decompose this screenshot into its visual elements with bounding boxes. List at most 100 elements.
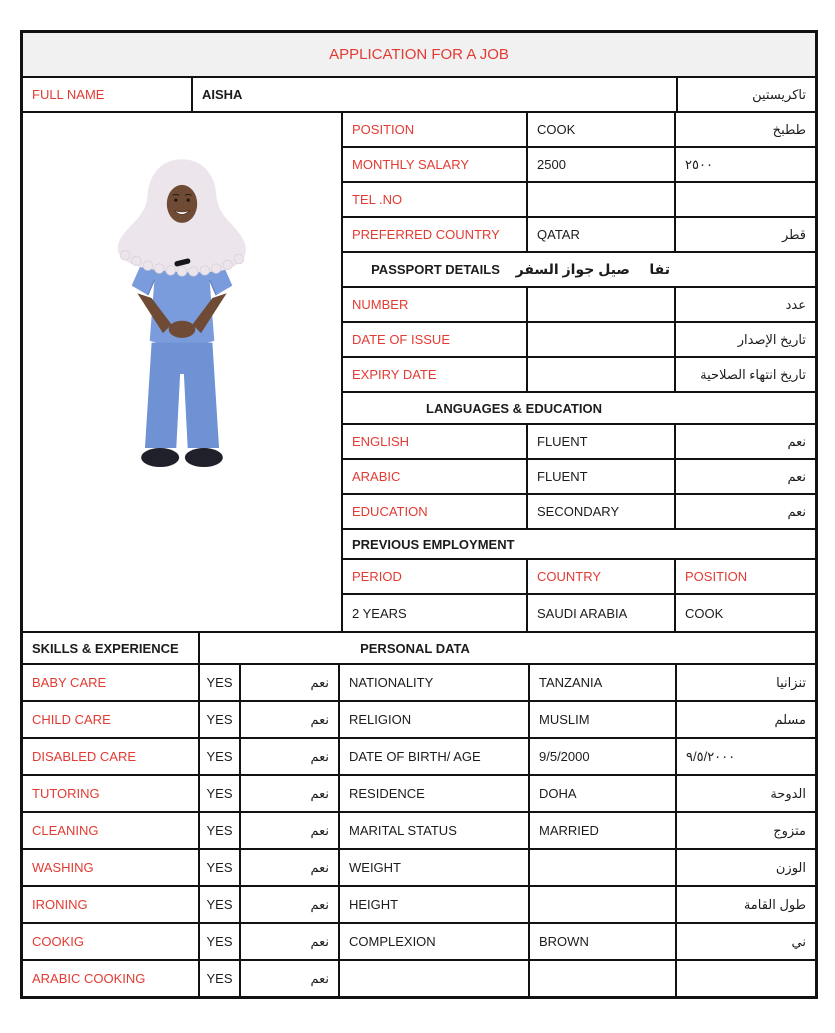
- personal-value: MARRIED: [530, 813, 677, 848]
- english-row: ENGLISH FLUENT نعم: [343, 425, 815, 460]
- skill-yes: YES: [200, 739, 241, 774]
- education-arabic: نعم: [787, 503, 806, 519]
- skill-yes: YES: [200, 961, 241, 996]
- education-value: SECONDARY: [528, 495, 676, 528]
- country-row: PREFERRED COUNTRY QATAR قطر: [343, 218, 815, 253]
- country-value: SAUDI ARABIA: [528, 595, 676, 631]
- skill-yes-arabic: نعم: [241, 776, 340, 811]
- personal-arabic: الدوحة: [770, 785, 806, 801]
- skill-yes: YES: [200, 665, 241, 700]
- education-row: EDUCATION SECONDARY نعم: [343, 495, 815, 530]
- tel-row: TEL .NO: [343, 183, 815, 218]
- personal-label: [340, 961, 530, 996]
- skill-yes: YES: [200, 813, 241, 848]
- position-column-header: POSITION: [685, 569, 748, 584]
- arabic-row: ARABIC FLUENT نعم: [343, 460, 815, 495]
- previous-employment-header: PREVIOUS EMPLOYMENT: [343, 530, 815, 560]
- date-of-issue-label: DATE OF ISSUE: [343, 323, 528, 356]
- passport-number-row: NUMBER عدد: [343, 288, 815, 323]
- expiry-date-label: EXPIRY DATE: [343, 358, 528, 391]
- expiry-date-value: [528, 358, 676, 391]
- personal-value: MUSLIM: [530, 702, 677, 737]
- skill-yes: YES: [200, 702, 241, 737]
- middle-section: POSITION COOK ططبخ MONTHLY SALARY 2500 ٢…: [23, 113, 815, 633]
- personal-arabic: الوزن: [775, 859, 806, 875]
- table-row: BABY CARE YES نعم NATIONALITY TANZANIA ت…: [23, 665, 815, 702]
- personal-data-header-cell: PERSONAL DATA: [200, 633, 815, 663]
- personal-value: 9/5/2000: [530, 739, 677, 774]
- personal-value: TANZANIA: [530, 665, 677, 700]
- photo-cell: [23, 113, 343, 631]
- employment-values-row: 2 YEARS SAUDI ARABIA COOK: [343, 595, 815, 631]
- period-value: 2 YEARS: [343, 595, 528, 631]
- country-value: QATAR: [528, 218, 676, 251]
- personal-data-title: PERSONAL DATA: [360, 640, 470, 656]
- skill-yes-arabic: نعم: [241, 665, 340, 700]
- passport-details-header: PASSPORT DETAILS تفا صيل جواز السفر: [343, 253, 815, 288]
- table-row: COOKIG YES نعم COMPLEXION BROWN ني: [23, 924, 815, 961]
- english-arabic: نعم: [787, 433, 806, 449]
- table-row: WASHING YES نعم WEIGHT الوزن: [23, 850, 815, 887]
- position-label: POSITION: [343, 113, 528, 146]
- salary-label: MONTHLY SALARY: [343, 148, 528, 181]
- skill-yes-arabic: نعم: [241, 961, 340, 996]
- personal-value: [530, 887, 677, 922]
- personal-label: COMPLEXION: [340, 924, 530, 959]
- salary-row: MONTHLY SALARY 2500 ٢٥٠٠: [343, 148, 815, 183]
- personal-value: [530, 850, 677, 885]
- position-arabic: ططبخ: [772, 121, 806, 137]
- languages-education-header: LANGUAGES & EDUCATION: [343, 393, 815, 425]
- personal-value: [530, 961, 677, 996]
- full-name-row: FULL NAME AISHA تاكريستين: [23, 78, 815, 113]
- passport-number-value: [528, 288, 676, 321]
- skill-label: COOKIG: [23, 924, 200, 959]
- arabic-label: ARABIC: [343, 460, 528, 493]
- tel-value: [528, 183, 676, 216]
- personal-label: HEIGHT: [340, 887, 530, 922]
- personal-arabic: مسلم: [774, 711, 806, 727]
- full-name-arabic: تاكريستين: [752, 86, 806, 102]
- country-arabic: قطر: [781, 226, 806, 242]
- table-row: CHILD CARE YES نعم RELIGION MUSLIM مسلم: [23, 702, 815, 739]
- personal-label: DATE OF BIRTH/ AGE: [340, 739, 530, 774]
- table-row: CLEANING YES نعم MARITAL STATUS MARRIED …: [23, 813, 815, 850]
- position-row: POSITION COOK ططبخ: [343, 113, 815, 148]
- form-title: APPLICATION FOR A JOB: [23, 33, 815, 78]
- table-row: TUTORING YES نعم RESIDENCE DOHA الدوحة: [23, 776, 815, 813]
- skill-yes: YES: [200, 776, 241, 811]
- position-value: COOK: [528, 113, 676, 146]
- languages-education-title: LANGUAGES & EDUCATION: [426, 400, 602, 416]
- expiry-date-row: EXPIRY DATE تاريخ انتهاء الصلاحية: [343, 358, 815, 393]
- skill-yes: YES: [200, 924, 241, 959]
- skill-yes-arabic: نعم: [241, 924, 340, 959]
- date-of-issue-row: DATE OF ISSUE تاريخ الإصدار: [343, 323, 815, 358]
- full-name-label: FULL NAME: [23, 78, 193, 111]
- personal-value: DOHA: [530, 776, 677, 811]
- skill-yes: YES: [200, 887, 241, 922]
- skill-yes-arabic: نعم: [241, 813, 340, 848]
- skills-personal-header-row: SKILLS & EXPERIENCE PERSONAL DATA: [23, 633, 815, 665]
- table-row: DISABLED CARE YES نعم DATE OF BIRTH/ AGE…: [23, 739, 815, 776]
- employment-columns-row: PERIOD COUNTRY POSITION: [343, 560, 815, 595]
- skill-yes-arabic: نعم: [241, 850, 340, 885]
- skill-label: CLEANING: [23, 813, 200, 848]
- education-label: EDUCATION: [343, 495, 528, 528]
- skill-label: DISABLED CARE: [23, 739, 200, 774]
- position-value: COOK: [685, 605, 724, 621]
- table-row: ARABIC COOKING YES نعم: [23, 961, 815, 996]
- application-form: APPLICATION FOR A JOB FULL NAME AISHA تا…: [20, 30, 818, 999]
- skill-label: ARABIC COOKING: [23, 961, 200, 996]
- full-name-value: AISHA: [193, 78, 678, 111]
- personal-arabic: [677, 961, 815, 996]
- skill-label: TUTORING: [23, 776, 200, 811]
- passport-details-title-ar: تفا صيل جواز السفر: [515, 261, 670, 277]
- personal-arabic: طول القامة: [743, 896, 806, 912]
- english-label: ENGLISH: [343, 425, 528, 458]
- skill-yes-arabic: نعم: [241, 739, 340, 774]
- personal-label: RESIDENCE: [340, 776, 530, 811]
- expiry-date-arabic: تاريخ انتهاء الصلاحية: [700, 366, 806, 382]
- personal-arabic: تنزانيا: [776, 674, 806, 690]
- skill-label: BABY CARE: [23, 665, 200, 700]
- salary-arabic: ٢٥٠٠: [685, 156, 713, 172]
- country-label: PREFERRED COUNTRY: [343, 218, 528, 251]
